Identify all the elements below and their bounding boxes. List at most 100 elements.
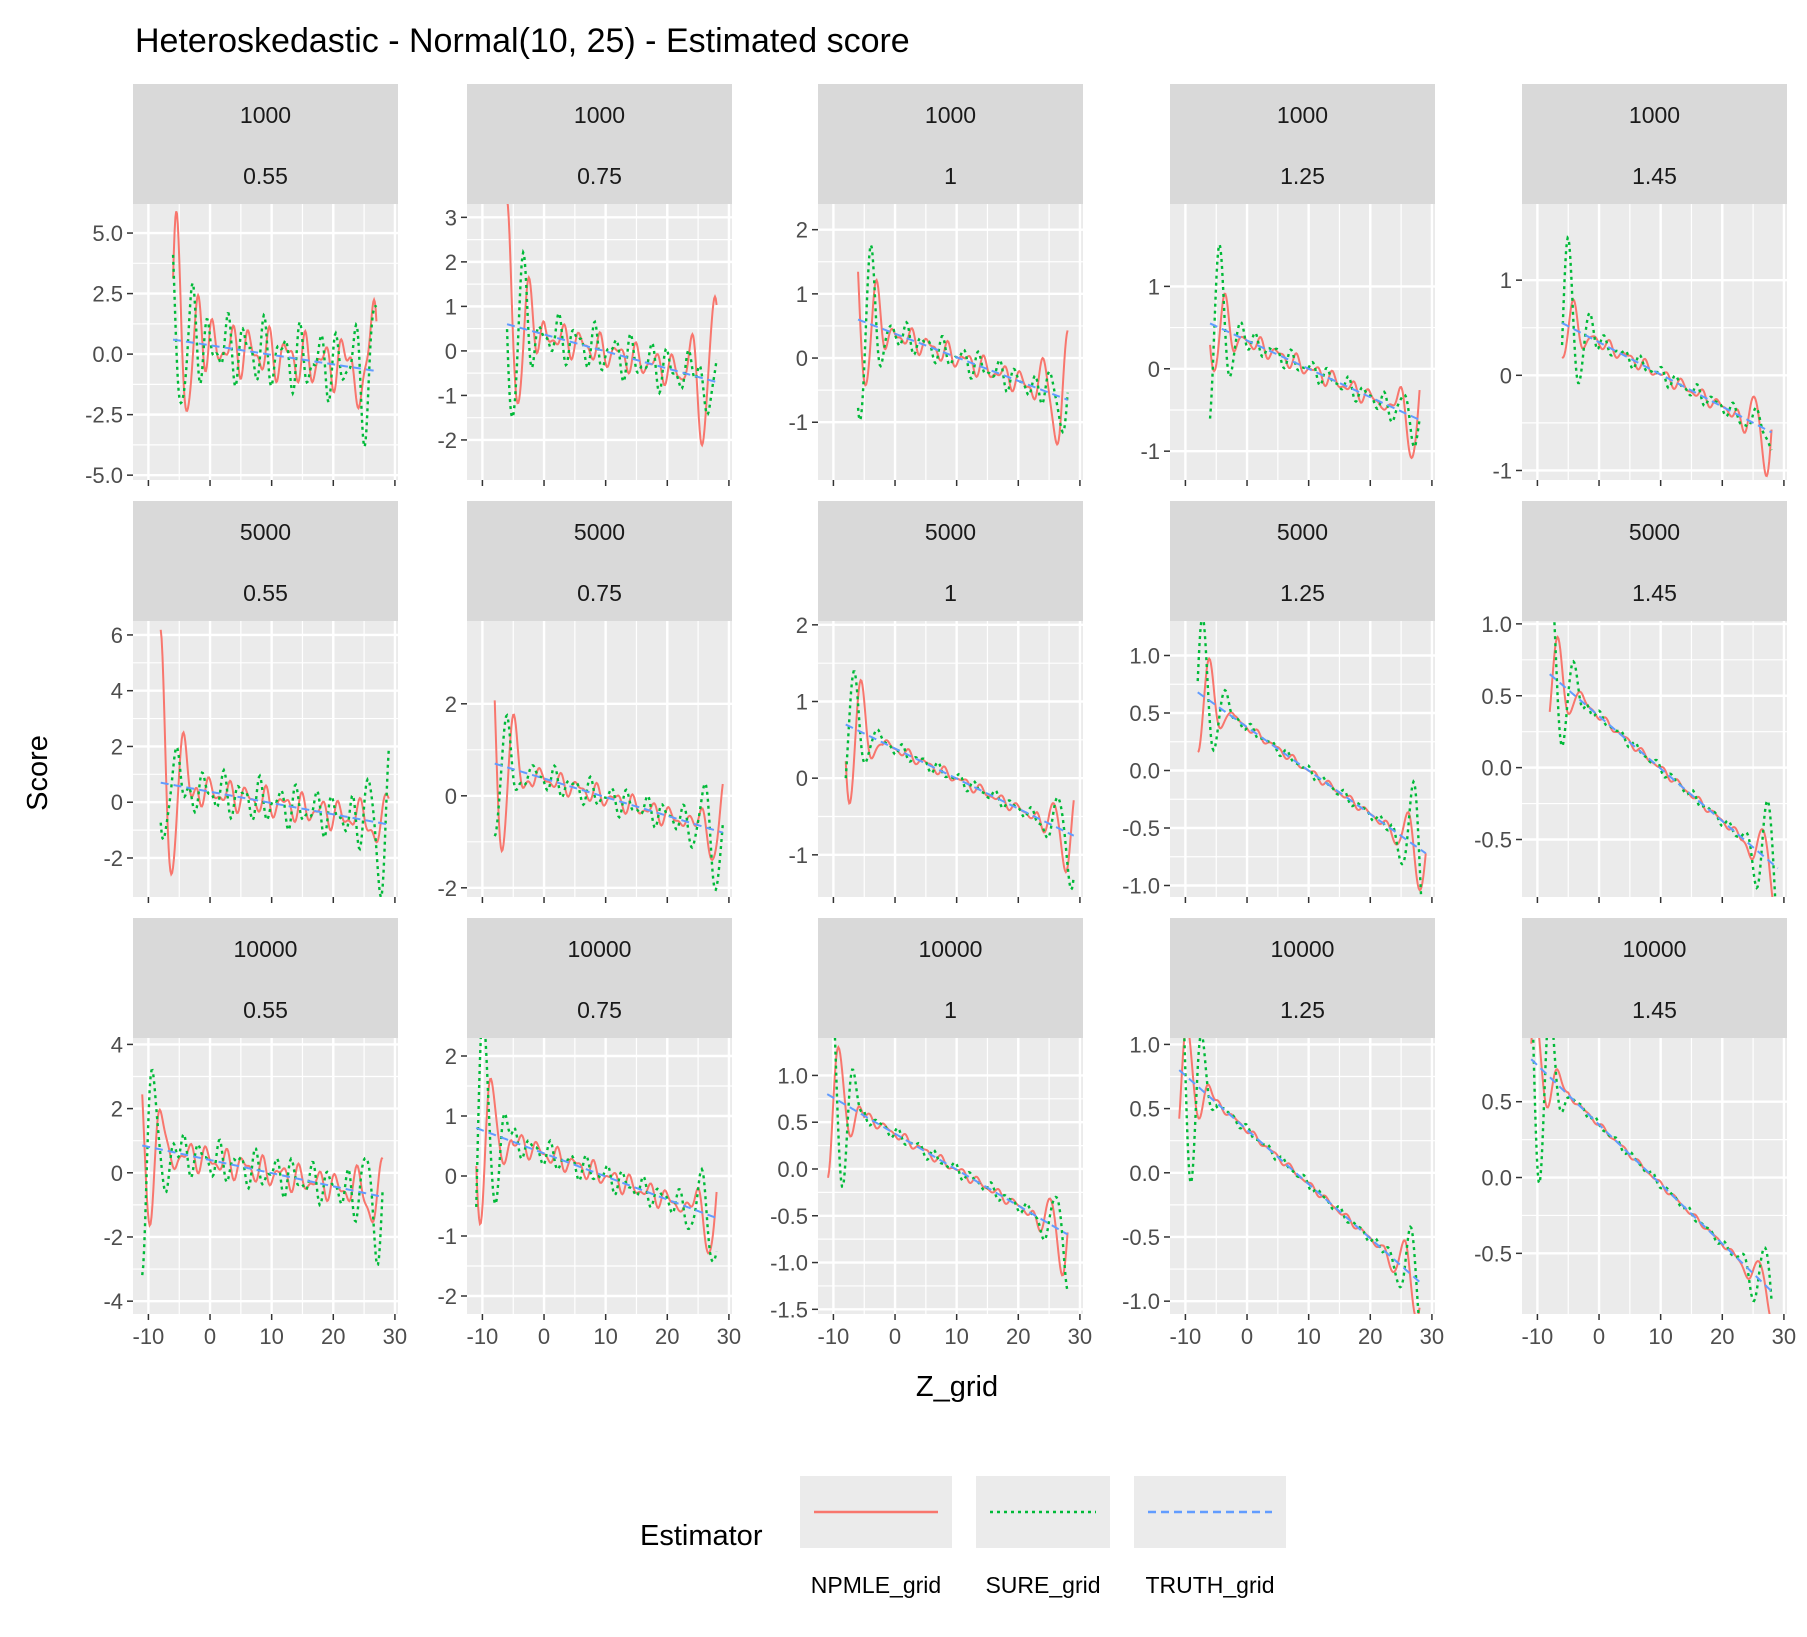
series-group [1560, 235, 1773, 478]
facet-panel: 1000 0.55 -5.0 -2.5 0.0 2.5 5.0 [85, 84, 398, 488]
y-tick-label: -1 [437, 1224, 457, 1249]
x-tick-label: 10 [1648, 1324, 1672, 1349]
y-tick-label: -0.5 [770, 1204, 808, 1229]
x-tick-label: -10 [1170, 1324, 1202, 1349]
x-axis-title: Z_grid [916, 1371, 998, 1403]
facet-label-n: 5000 [1629, 519, 1680, 545]
series-line-truth [857, 318, 1068, 401]
facet-panel: 10000 1.45 -0.5 0.0 0.5 -10 0 10 20 30 [1474, 918, 1796, 1349]
panel-background [133, 1038, 398, 1314]
y-tick-label: 5.0 [92, 221, 123, 246]
facet-strip [818, 918, 1083, 1038]
x-tick-label: 30 [383, 1324, 407, 1349]
x-tick-label: -10 [818, 1324, 850, 1349]
facet-panel: 1000 1.45 -1 0 1 [1492, 84, 1787, 486]
series-line-npmle [159, 629, 390, 877]
panel-background [1170, 204, 1435, 480]
facet-panel: 5000 0.55 -2 0 2 4 6 [103, 501, 398, 903]
legend-label: TRUTH_grid [1145, 1572, 1274, 1598]
y-tick-label: 0.5 [777, 1110, 808, 1135]
y-tick-label: 0.5 [1481, 1090, 1512, 1115]
series-group [159, 629, 390, 897]
x-tick-label: 20 [1006, 1324, 1030, 1349]
y-tick-label: 1 [796, 690, 808, 715]
series-line-truth [1197, 691, 1427, 855]
panel-background [818, 621, 1083, 897]
y-tick-label: 2.5 [92, 282, 123, 307]
facet-label-sd: 1.25 [1280, 997, 1325, 1023]
legend-entry: SURE_grid [976, 1476, 1110, 1598]
y-tick-label: 0.0 [1129, 1161, 1160, 1186]
x-tick-label: 20 [1710, 1324, 1734, 1349]
x-tick-label: 20 [321, 1324, 345, 1349]
y-tick-label: 0.0 [1481, 1166, 1512, 1191]
series-group [1530, 1038, 1773, 1314]
x-tick-label: 20 [655, 1324, 679, 1349]
panel-background [133, 204, 398, 480]
panel-background [1170, 621, 1435, 897]
y-tick-label: -0.5 [1122, 816, 1160, 841]
y-tick-label: -2 [103, 846, 123, 871]
facet-strip [133, 501, 398, 621]
series-group [1178, 1038, 1421, 1314]
series-line-npmle [506, 204, 718, 448]
y-tick-label: 0 [445, 339, 457, 364]
y-tick-label: -1 [1492, 458, 1512, 483]
y-tick-label: -0.5 [1122, 1225, 1160, 1250]
y-tick-label: 1.0 [1481, 612, 1512, 637]
series-line-npmle [172, 210, 378, 412]
facet-panel: 5000 1.25 -1.0 -0.5 0.0 0.5 1.0 [1122, 501, 1435, 903]
facet-strip [467, 84, 732, 204]
series-line-truth [172, 338, 377, 373]
facet-strip [818, 501, 1083, 621]
series-line-npmle [475, 1077, 718, 1255]
y-tick-label: 2 [796, 218, 808, 243]
y-tick-label: 2 [111, 1097, 123, 1122]
facet-label-n: 1000 [240, 102, 291, 128]
facet-label-n: 1000 [925, 102, 976, 128]
facet-panel: 1000 0.75 -2 -1 0 1 2 3 [437, 84, 732, 486]
series-group [475, 1038, 718, 1264]
y-tick-label: -2.5 [85, 403, 123, 428]
y-tick-label: -0.5 [1474, 1241, 1512, 1266]
legend-title: Estimator [640, 1520, 763, 1552]
series-line-truth [1561, 322, 1773, 434]
facet-label-n: 1000 [1629, 102, 1680, 128]
facet-label-sd: 1 [944, 163, 957, 189]
y-tick-label: -2 [437, 428, 457, 453]
y-tick-label: -5.0 [85, 463, 123, 488]
x-tick-label: 10 [593, 1324, 617, 1349]
legend: Estimator NPMLE_grid SURE_grid TRUTH_grid [640, 1476, 1286, 1598]
facet-panel: 1000 1 -1 0 1 2 [788, 84, 1083, 486]
series-line-truth [845, 723, 1075, 837]
y-tick-label: -0.5 [1474, 828, 1512, 853]
y-tick-label: -1.0 [1122, 1289, 1160, 1314]
facet-panel: 5000 1 -1 0 1 2 [788, 501, 1083, 903]
facet-label-n: 1000 [574, 102, 625, 128]
facet-strip [133, 84, 398, 204]
legend-label: NPMLE_grid [811, 1572, 941, 1598]
series-line-sure [493, 713, 724, 892]
facet-label-sd: 1.45 [1632, 163, 1677, 189]
series-line-sure [1532, 1038, 1773, 1303]
y-tick-label: 0 [445, 1164, 457, 1189]
series-line-sure [1196, 621, 1423, 897]
facet-panels: 10000.55-5.0-2.50.02.55.010000.75-2-1012… [85, 84, 1796, 1349]
x-tick-label: 10 [1296, 1324, 1320, 1349]
y-tick-label: 3 [445, 205, 457, 230]
facet-strip [467, 918, 732, 1038]
x-tick-label: 30 [1772, 1324, 1796, 1349]
series-line-truth [1530, 1058, 1773, 1292]
facet-strip [133, 918, 398, 1038]
legend-label: SURE_grid [985, 1572, 1100, 1598]
series-line-sure [833, 1038, 1069, 1292]
series-group [856, 241, 1069, 447]
y-tick-label: 0.0 [92, 342, 123, 367]
y-tick-label: 1.0 [777, 1063, 808, 1088]
y-tick-label: -2 [437, 1284, 457, 1309]
y-tick-label: 4 [111, 679, 123, 704]
x-tick-label: 0 [889, 1324, 901, 1349]
facet-panel: 5000 1.45 -0.5 0.0 0.5 1.0 [1474, 501, 1787, 903]
series-line-sure [505, 248, 718, 419]
